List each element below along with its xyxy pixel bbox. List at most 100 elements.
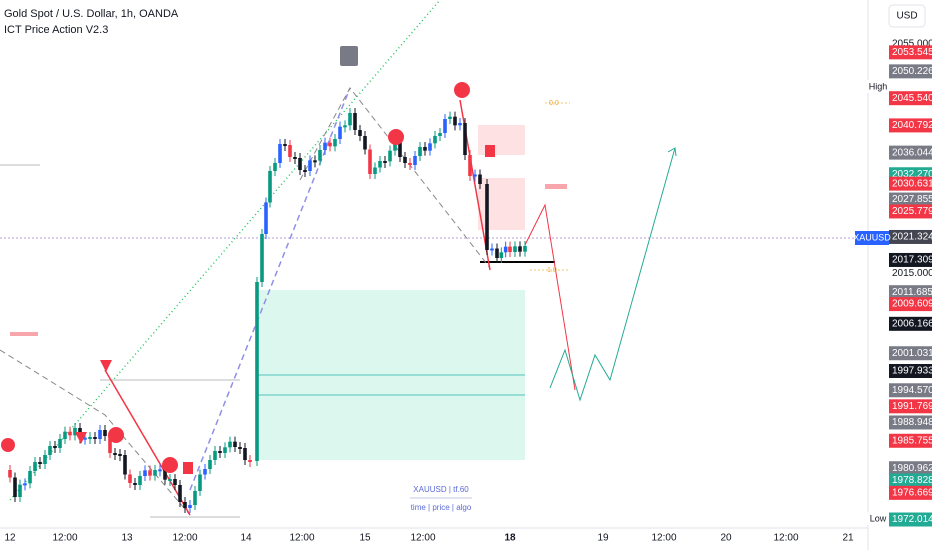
price-tag bbox=[889, 363, 932, 378]
candle bbox=[228, 441, 232, 448]
candle bbox=[168, 479, 172, 481]
candle bbox=[503, 246, 508, 253]
price-tag bbox=[889, 145, 932, 160]
candle bbox=[463, 123, 467, 155]
low-tag bbox=[867, 512, 889, 525]
price-tag bbox=[889, 297, 932, 312]
signal bbox=[485, 145, 495, 157]
price-label: 2001.031 bbox=[892, 348, 932, 359]
price-label: 2045.540 bbox=[892, 93, 932, 104]
candle bbox=[353, 113, 357, 130]
signal bbox=[162, 457, 178, 473]
candle bbox=[433, 136, 437, 144]
currency-button[interactable] bbox=[888, 4, 926, 28]
candle bbox=[103, 430, 107, 436]
price-tag bbox=[889, 346, 932, 361]
candle bbox=[423, 147, 427, 151]
candle bbox=[203, 469, 207, 475]
price-tag bbox=[889, 192, 932, 207]
candle bbox=[283, 144, 287, 146]
candle bbox=[243, 448, 247, 460]
candle bbox=[43, 455, 47, 464]
candle bbox=[163, 469, 167, 480]
candle bbox=[198, 474, 202, 491]
candle bbox=[178, 485, 182, 502]
candle bbox=[458, 123, 462, 126]
candle bbox=[518, 246, 522, 252]
time-label: 12 bbox=[4, 533, 16, 544]
candle bbox=[398, 140, 402, 157]
price-tag bbox=[889, 316, 932, 331]
time-label: 12:00 bbox=[289, 533, 314, 544]
level bbox=[10, 332, 38, 336]
fib-label: 0.0 bbox=[549, 100, 559, 107]
price-tag bbox=[889, 285, 932, 300]
candle bbox=[368, 149, 372, 174]
signal bbox=[108, 427, 124, 443]
price-label: 2053.545 bbox=[892, 47, 932, 58]
currency[interactable]: USD bbox=[896, 11, 917, 22]
price-label: 2040.792 bbox=[892, 120, 932, 131]
symbol-tag bbox=[855, 231, 889, 245]
time-label: 12:00 bbox=[773, 533, 798, 544]
candle bbox=[453, 116, 457, 126]
high-tag bbox=[867, 80, 889, 93]
candle bbox=[143, 470, 147, 476]
candle bbox=[418, 147, 422, 156]
projection bbox=[549, 147, 676, 402]
candle bbox=[208, 460, 212, 469]
candle bbox=[298, 158, 302, 170]
price-tag bbox=[889, 433, 932, 448]
price-tag bbox=[889, 176, 932, 191]
price-label: 1976.669 bbox=[892, 487, 932, 498]
candle bbox=[403, 157, 407, 163]
candle bbox=[123, 455, 127, 475]
price-label: 2006.166 bbox=[892, 318, 932, 329]
candle bbox=[158, 469, 162, 472]
time-label: 15 bbox=[359, 533, 371, 544]
candle bbox=[255, 282, 259, 461]
candle bbox=[68, 431, 72, 436]
swing-line bbox=[104, 369, 191, 516]
symbol-label: XAUUSD bbox=[853, 232, 891, 242]
time-label: 14 bbox=[240, 533, 252, 544]
candle bbox=[38, 462, 42, 464]
signal bbox=[183, 462, 193, 474]
candle bbox=[473, 174, 477, 177]
candle bbox=[323, 142, 327, 150]
signal bbox=[100, 360, 112, 372]
signal bbox=[75, 432, 87, 444]
candle bbox=[233, 441, 237, 447]
price-label: 1997.933 bbox=[892, 366, 932, 377]
price-label: 2009.609 bbox=[892, 299, 932, 310]
candle bbox=[408, 163, 412, 165]
price-tag bbox=[889, 461, 932, 476]
price-tag bbox=[889, 91, 932, 106]
price-label: 2027.855 bbox=[892, 194, 932, 205]
swing-line bbox=[299, 87, 491, 269]
price-tag bbox=[889, 204, 932, 219]
supply-zone bbox=[478, 178, 525, 230]
candle bbox=[413, 156, 417, 165]
candle bbox=[188, 505, 192, 508]
swing-line bbox=[0, 349, 191, 516]
projection bbox=[524, 203, 576, 391]
candle bbox=[328, 142, 332, 147]
candle bbox=[18, 484, 22, 497]
candle bbox=[148, 470, 152, 476]
candle bbox=[468, 155, 472, 176]
price-label: 2032.270 bbox=[892, 169, 932, 180]
price-label: 2017.309 bbox=[892, 255, 932, 266]
candle bbox=[393, 140, 397, 151]
price-label: 2025.779 bbox=[892, 206, 932, 217]
candle bbox=[273, 163, 277, 171]
candle bbox=[378, 161, 382, 168]
legend-text: time | price | algo bbox=[411, 503, 472, 512]
candle bbox=[118, 454, 122, 456]
candle bbox=[313, 160, 317, 163]
price-label: 2030.631 bbox=[892, 178, 932, 189]
time-label: 21 bbox=[842, 533, 854, 544]
price-label: 1988.948 bbox=[892, 417, 932, 428]
candle bbox=[8, 470, 12, 478]
candle bbox=[428, 143, 432, 151]
